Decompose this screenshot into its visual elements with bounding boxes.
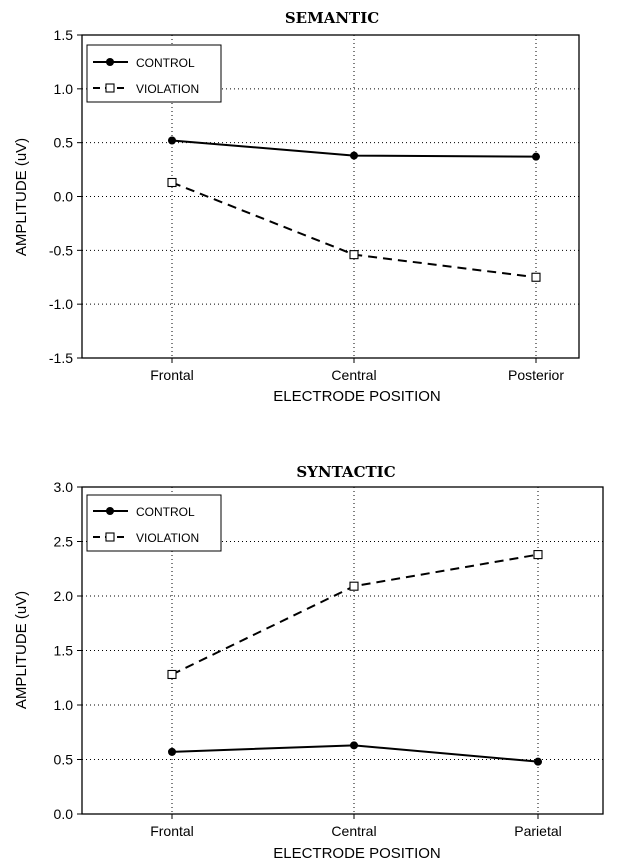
violation-point	[349, 581, 359, 591]
y-tick-label: -0.5	[49, 242, 73, 258]
y-tick-labels: 0.0 0.5 1.0 1.5 2.0 2.5 3.0	[54, 479, 74, 822]
legend-violation-marker	[105, 83, 115, 93]
legend-box	[86, 494, 222, 552]
gridlines	[77, 34, 579, 363]
x-tick-label: Central	[331, 823, 376, 839]
control-point	[534, 757, 542, 766]
chart-title: SEMANTIC	[285, 9, 379, 27]
x-tick-labels: Frontal Central Parietal	[150, 823, 562, 839]
violation-point	[167, 177, 177, 188]
series-markers	[167, 550, 543, 766]
legend-violation-label: VIOLATION	[136, 531, 199, 545]
x-tick-label: Frontal	[150, 367, 194, 383]
series-markers	[167, 136, 541, 282]
y-tick-label: 0.5	[54, 135, 74, 151]
y-tick-label: 0.0	[54, 189, 74, 205]
y-tick-label: -1.0	[49, 296, 73, 312]
syntactic-chart: SYNTACTIC 0.0 0.5 1.0 1.5 2.0 2.5 3.0 Frontal C…	[13, 463, 604, 862]
chart-title: SYNTACTIC	[296, 463, 395, 481]
y-tick-label: 2.5	[54, 534, 74, 550]
y-axis-label: AMPLITUDE (uV)	[13, 138, 30, 256]
x-tick-labels: Frontal Central Posterior	[150, 367, 564, 383]
violation-point	[349, 250, 359, 260]
control-point	[532, 152, 540, 161]
legend-violation-marker	[105, 532, 115, 542]
y-axis-label: AMPLITUDE (uV)	[13, 591, 30, 709]
legend-control-label: CONTROL	[136, 56, 195, 70]
x-axis-label: ELECTRODE POSITION	[273, 388, 441, 405]
y-tick-label: 3.0	[54, 479, 74, 495]
control-point	[350, 741, 358, 750]
violation-point	[167, 669, 177, 680]
legend: CONTROL VIOLATION	[86, 44, 222, 103]
x-tick-label: Posterior	[508, 367, 564, 383]
x-tick-label: Parietal	[514, 823, 561, 839]
y-tick-label: 1.5	[54, 27, 74, 43]
control-point	[168, 747, 176, 756]
x-tick-label: Central	[331, 367, 376, 383]
violation-point	[533, 550, 543, 560]
x-axis-label: ELECTRODE POSITION	[273, 845, 441, 862]
x-tick-label: Frontal	[150, 823, 194, 839]
legend: CONTROL VIOLATION	[86, 494, 222, 552]
y-tick-labels: -1.5 -1.0 -0.5 0.0 0.5 1.0 1.5	[49, 27, 73, 366]
y-tick-label: -1.5	[49, 350, 73, 366]
y-tick-label: 1.5	[54, 643, 74, 659]
y-tick-label: 2.0	[54, 588, 74, 604]
y-tick-label: 1.0	[54, 697, 74, 713]
violation-point	[531, 272, 541, 282]
legend-control-label: CONTROL	[136, 505, 195, 519]
control-point	[168, 136, 176, 145]
legend-control-marker	[106, 58, 114, 66]
y-tick-label: 0.0	[54, 806, 74, 822]
y-tick-label: 0.5	[54, 752, 74, 768]
y-tick-label: 1.0	[54, 81, 74, 97]
semantic-chart: SEMANTIC -1.5 -1.0 -0.5 0.0 0.5 1.0 1.5 Fronta…	[13, 9, 580, 405]
legend-control-marker	[106, 507, 114, 515]
legend-violation-label: VIOLATION	[136, 82, 199, 96]
control-point	[350, 151, 358, 160]
